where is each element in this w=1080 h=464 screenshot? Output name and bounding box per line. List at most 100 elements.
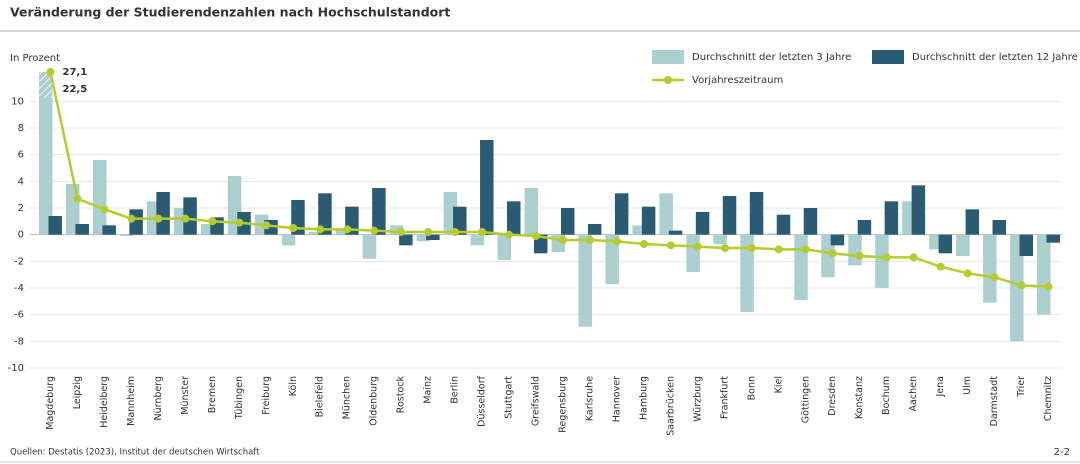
bar-clip-hatch (39, 72, 53, 98)
x-tick-label: Bonn (746, 376, 757, 400)
bar (578, 234, 592, 327)
bar (497, 234, 512, 260)
bar (1037, 234, 1051, 315)
bar (1010, 234, 1024, 342)
bar (39, 72, 53, 235)
bar (416, 234, 431, 242)
bar (992, 220, 1007, 235)
x-tick-label: Heidelberg (99, 376, 110, 428)
bar (848, 234, 862, 266)
legend-label: Vorjahreszeitraum (692, 75, 783, 86)
y-tick-label: -8 (14, 336, 24, 347)
bar (686, 234, 700, 272)
bar (1046, 234, 1060, 243)
y-tick-label: 10 (11, 96, 24, 107)
bar (470, 234, 485, 246)
bar (75, 224, 89, 235)
line-point (370, 226, 379, 235)
line-point (855, 252, 864, 260)
x-tick-label: Hamburg (638, 376, 649, 420)
bar (884, 201, 899, 235)
bar (983, 234, 997, 303)
line-point (936, 262, 945, 271)
bar (659, 193, 673, 235)
line-point (343, 225, 352, 234)
legend-swatch (664, 76, 672, 84)
bar (372, 188, 386, 235)
line-point (397, 228, 406, 236)
line (49, 71, 1049, 288)
line-point (46, 68, 55, 76)
bar (156, 192, 170, 235)
bar (605, 234, 619, 284)
y-tick-label: 8 (18, 123, 24, 134)
x-tick-label: Regensburg (557, 376, 568, 433)
legend-swatch (872, 50, 904, 64)
x-tick-label: Chemnitz (1043, 376, 1054, 421)
x-tick-label: Ulm (962, 376, 973, 395)
bar (1019, 234, 1034, 256)
bar (335, 229, 350, 235)
x-tick-label: Göttingen (800, 376, 811, 423)
x-tick-label: Tübingen (234, 376, 245, 420)
line-point (558, 236, 567, 244)
bar (956, 234, 970, 256)
x-tick-label: Aachen (908, 376, 919, 411)
value-label: 22,5 (62, 84, 87, 95)
bar (183, 197, 197, 235)
x-tick-label: Münster (180, 376, 191, 415)
line-point (990, 273, 999, 282)
x-tick-label: Darmstadt (989, 376, 1000, 427)
line-point (1017, 281, 1026, 290)
y-tick-label: 6 (18, 150, 24, 161)
bar (119, 234, 134, 236)
bar (587, 224, 602, 235)
line-point (316, 225, 325, 234)
line-point (73, 194, 82, 203)
bar (281, 234, 296, 246)
y-tick-label: -6 (14, 310, 24, 321)
line-point (801, 245, 810, 254)
y-tick-label: -10 (8, 363, 24, 374)
bar (776, 214, 791, 235)
x-tick-label: Greifswald (531, 376, 542, 426)
bar (318, 193, 332, 235)
bar (695, 212, 710, 235)
x-tick-label: Dresden (827, 376, 838, 416)
bar (362, 234, 377, 259)
x-tick-label: Trier (1016, 376, 1027, 398)
x-tick-label: Düsseldorf (477, 375, 488, 426)
bar (48, 216, 62, 235)
line-point (639, 240, 648, 248)
bar (200, 224, 215, 235)
y-tick-label: 2 (18, 203, 24, 214)
line-point (505, 230, 514, 239)
bar (740, 234, 754, 312)
line-point (693, 242, 702, 251)
bar (102, 225, 116, 235)
y-axis-label: In Prozent (10, 53, 60, 64)
chart-title: Veränderung der Studierendenzahlen nach … (10, 5, 450, 20)
bar (830, 234, 845, 246)
y-tick-label: -2 (14, 256, 24, 267)
x-tick-label: Nürnberg (153, 376, 164, 421)
bar (767, 233, 781, 235)
y-tick-label: 0 (18, 230, 24, 241)
x-tick-label: Mainz (423, 376, 434, 404)
bar (524, 188, 539, 235)
x-tick-label: Berlin (450, 376, 461, 404)
x-tick-label: Mannheim (126, 376, 137, 426)
bar (938, 234, 953, 254)
x-tick-label: Stuttgart (504, 376, 515, 419)
x-tick-label: Frankfurt (719, 376, 730, 419)
x-tick-label: Kiel (773, 376, 784, 393)
bar (399, 234, 413, 246)
bar (308, 232, 323, 235)
bar (749, 192, 764, 235)
bar (803, 208, 818, 235)
line-point (181, 214, 190, 223)
line-point (882, 253, 891, 262)
legend-label: Durchschnitt der letzten 3 Jahre (692, 52, 851, 63)
x-tick-label: Karlsruhe (584, 376, 595, 421)
x-tick-label: Magdeburg (45, 376, 56, 430)
